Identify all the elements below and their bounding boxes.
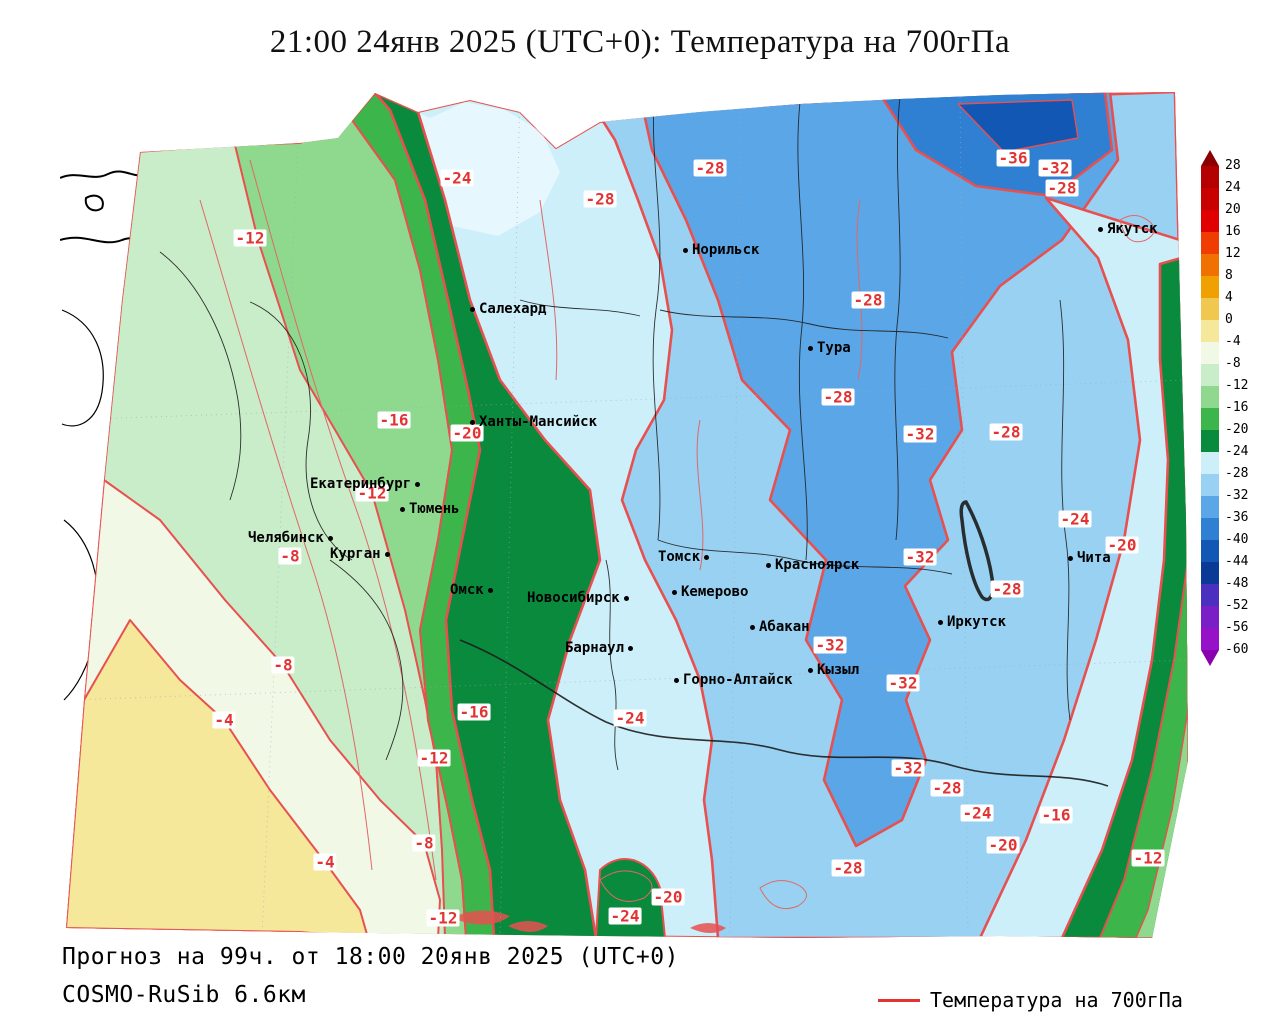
colorbar-cell bbox=[1201, 342, 1219, 364]
colorbar-cell bbox=[1201, 540, 1219, 562]
colorbar-tick-label: -8 bbox=[1225, 356, 1241, 371]
colorbar-cell bbox=[1201, 606, 1219, 628]
colorbar-cell bbox=[1201, 298, 1219, 320]
colorbar-tick-label: -52 bbox=[1225, 598, 1249, 613]
forecast-info: Прогноз на 99ч. от 18:00 20янв 2025 (UTC… bbox=[62, 944, 679, 970]
colorbar-cell bbox=[1201, 628, 1219, 650]
sea-haze bbox=[380, 95, 560, 236]
page-title: 21:00 24янв 2025 (UTC+0): Температура на… bbox=[269, 24, 1011, 60]
colorbar-arrow-down bbox=[1201, 650, 1219, 666]
colorbar: 28 24 20 16 12 8 4 0 -4 -8 -12 -16 -20 -24 -28 -32 -36 -4… bbox=[1201, 150, 1265, 666]
colorbar-tick-label: -12 bbox=[1225, 378, 1249, 393]
colorbar-tick-label: -44 bbox=[1225, 554, 1249, 569]
colorbar-cell bbox=[1201, 232, 1219, 254]
legend-label: Температура на 700гПа bbox=[930, 988, 1183, 1012]
colorbar-tick-label: -28 bbox=[1225, 466, 1249, 481]
colorbar-tick-label: 8 bbox=[1225, 268, 1233, 283]
colorbar-cell bbox=[1201, 276, 1219, 298]
zone-minus32 bbox=[638, 92, 1120, 848]
colorbar-tick-label: -40 bbox=[1225, 532, 1249, 547]
colorbar-cell bbox=[1201, 320, 1219, 342]
colorbar-cell bbox=[1201, 430, 1219, 452]
colorbar-cell bbox=[1201, 254, 1219, 276]
colorbar-cells bbox=[1201, 166, 1219, 650]
temperature-map-svg bbox=[60, 92, 1188, 938]
colorbar-tick-label: 0 bbox=[1225, 312, 1233, 327]
map-legend: Температура на 700гПа bbox=[878, 988, 1183, 1012]
colorbar-arrow-up bbox=[1201, 150, 1219, 166]
colorbar-tick-label: 4 bbox=[1225, 290, 1233, 305]
colorbar-cell bbox=[1201, 166, 1219, 188]
colorbar-cell bbox=[1201, 386, 1219, 408]
colorbar-cell bbox=[1201, 188, 1219, 210]
colorbar-tick-label: -4 bbox=[1225, 334, 1241, 349]
colorbar-cell bbox=[1201, 408, 1219, 430]
colorbar-tick-label: -56 bbox=[1225, 620, 1249, 635]
colorbar-cell bbox=[1201, 210, 1219, 232]
colorbar-tick-label: -36 bbox=[1225, 510, 1249, 525]
colorbar-labels: 28 24 20 16 12 8 4 0 -4 -8 -12 -16 -20 -24 -28 -32 -36 -4… bbox=[1225, 150, 1263, 670]
colorbar-cell bbox=[1201, 562, 1219, 584]
colorbar-tick-label: -16 bbox=[1225, 400, 1249, 415]
colorbar-tick-label: -20 bbox=[1225, 422, 1249, 437]
zone-west-minus20 bbox=[373, 92, 602, 938]
temperature-zones bbox=[66, 92, 1188, 938]
model-info: COSMO-RuSib 6.6км bbox=[62, 982, 306, 1008]
legend-line bbox=[878, 998, 920, 1002]
colorbar-tick-label: -24 bbox=[1225, 444, 1249, 459]
colorbar-tick-label: 12 bbox=[1225, 246, 1241, 261]
colorbar-tick-label: -48 bbox=[1225, 576, 1249, 591]
colorbar-cell bbox=[1201, 584, 1219, 606]
colorbar-tick-label: -32 bbox=[1225, 488, 1249, 503]
colorbar-cell bbox=[1201, 518, 1219, 540]
graticule bbox=[66, 92, 1188, 938]
geography-lines bbox=[159, 92, 1109, 787]
colorbar-tick-label: 16 bbox=[1225, 224, 1241, 239]
colorbar-cell bbox=[1201, 364, 1219, 386]
colorbar-tick-label: -60 bbox=[1225, 642, 1249, 657]
colorbar-cell bbox=[1201, 474, 1219, 496]
colorbar-cell bbox=[1201, 452, 1219, 474]
lake-baikal-outline bbox=[959, 500, 995, 602]
colorbar-cell bbox=[1201, 496, 1219, 518]
colorbar-tick-label: 28 bbox=[1225, 158, 1241, 173]
zone-minus40-core bbox=[957, 99, 1079, 153]
colorbar-tick-label: 20 bbox=[1225, 202, 1241, 217]
colorbar-tick-label: 24 bbox=[1225, 180, 1241, 195]
contour-cluster-blobs bbox=[452, 910, 726, 933]
